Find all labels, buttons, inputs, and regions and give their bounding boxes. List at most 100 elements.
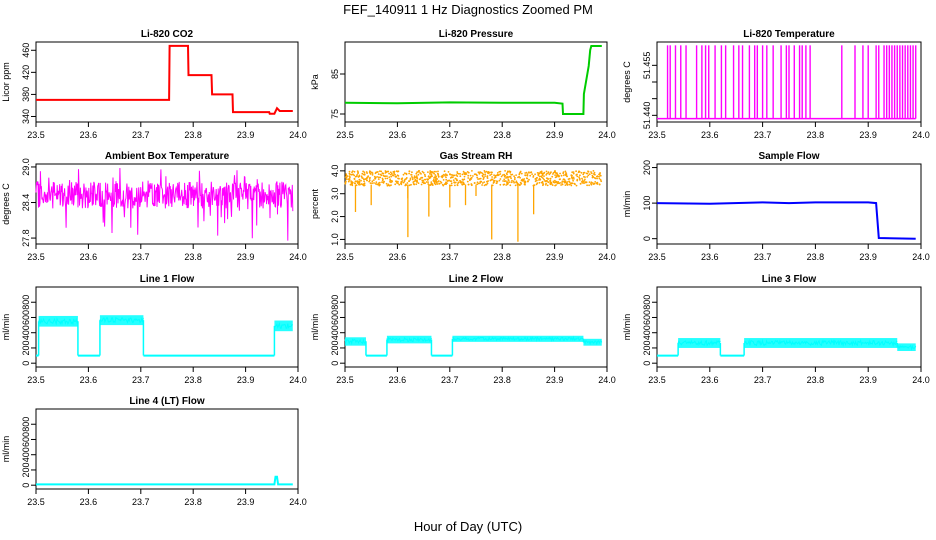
rh-point	[445, 178, 448, 181]
rh-point	[429, 173, 431, 175]
rh-point	[390, 181, 392, 184]
rh-point	[371, 180, 374, 183]
rh-point	[390, 175, 393, 178]
x-tick-label: 23.9	[546, 375, 564, 385]
panel-4: Gas Stream RH 23.5 23.6 23.7 23.8 23.9 24.0 1.0…	[310, 151, 616, 262]
panel-title: Line 4 (LT) Flow	[129, 396, 205, 407]
x-tick-label: 23.8	[184, 497, 202, 507]
x-tick-label: 23.7	[441, 130, 459, 140]
rh-point	[539, 171, 542, 174]
rh-point	[345, 180, 347, 183]
flow-band	[897, 343, 916, 351]
rh-point	[586, 176, 589, 178]
x-tick-label: 23.5	[336, 130, 354, 140]
panel-title: Li-820 Pressure	[439, 29, 514, 40]
rh-point	[483, 181, 486, 184]
rh-point	[463, 183, 466, 186]
rh-point	[369, 172, 372, 175]
rh-point	[562, 174, 565, 177]
rh-point	[437, 175, 440, 178]
rh-point	[427, 171, 429, 174]
rh-point	[549, 182, 552, 185]
flow-band	[678, 338, 721, 348]
x-tick-label: 23.8	[493, 375, 511, 385]
rh-point	[532, 175, 535, 177]
flow-band	[386, 335, 432, 344]
rh-point	[479, 171, 481, 173]
panel-7: Line 2 Flow 23.5 23.6 23.7 23.8 23.9 24.0 0 2004…	[310, 274, 616, 385]
rh-point	[598, 183, 601, 186]
rh-point	[508, 181, 511, 184]
rh-point	[586, 184, 588, 187]
rh-point	[386, 177, 389, 180]
x-tick-label: 23.5	[336, 375, 354, 385]
rh-point	[449, 173, 451, 176]
rh-point	[411, 178, 414, 181]
x-tick-label: 23.6	[389, 252, 407, 262]
rh-point	[489, 174, 491, 177]
rh-point	[354, 175, 357, 178]
figure-title: FEF_140911 1 Hz Diagnostics Zoomed PM	[343, 2, 593, 17]
rh-point	[587, 170, 589, 173]
rh-point	[561, 180, 564, 183]
rh-point	[528, 172, 530, 174]
rh-point	[413, 175, 416, 178]
rh-point	[345, 178, 348, 180]
rh-point	[571, 171, 574, 174]
rh-point	[585, 172, 588, 175]
rh-point	[538, 181, 541, 184]
panel-5: Sample Flow 23.5 23.6 23.7 23.8 23.9 24.0 0 100 2…	[622, 151, 930, 262]
rh-point	[436, 172, 439, 175]
rh-point	[479, 177, 482, 180]
rh-point	[443, 183, 446, 186]
rh-point	[545, 170, 548, 173]
rh-point	[559, 178, 561, 181]
rh-point	[490, 173, 493, 176]
rh-point	[506, 170, 509, 173]
rh-point	[580, 171, 583, 174]
rh-point	[499, 178, 502, 180]
y-tick-label: 2.0	[330, 210, 340, 223]
rh-point	[377, 173, 380, 176]
rh-point	[558, 182, 561, 185]
rh-point	[566, 183, 568, 186]
panel-1: Li-820 Pressure 23.5 23.6 23.7 23.8 23.9 24.0 7…	[310, 29, 616, 140]
rh-point	[353, 182, 356, 185]
y-tick-label: 200	[21, 340, 31, 355]
rh-point	[394, 173, 396, 176]
rh-point	[382, 172, 385, 175]
rh-point	[467, 174, 470, 177]
rh-point	[433, 180, 436, 183]
rh-point	[377, 182, 380, 185]
rh-point	[541, 173, 544, 176]
x-tick-label: 23.6	[701, 130, 719, 140]
rh-point	[507, 182, 509, 185]
x-tick-label: 23.8	[493, 130, 511, 140]
temperature-trace	[35, 167, 294, 241]
rh-point	[450, 180, 453, 183]
rh-point	[506, 176, 509, 179]
rh-point	[485, 170, 488, 173]
rh-point	[361, 172, 364, 175]
rh-point	[576, 178, 579, 181]
rh-point	[599, 172, 601, 175]
rh-point	[583, 180, 586, 182]
rh-point	[569, 181, 571, 184]
rh-point	[487, 171, 490, 173]
panel-3: Ambient Box Temperature 23.5 23.6 23.7 23.8 2…	[1, 151, 307, 262]
rh-point	[460, 181, 463, 184]
rh-point	[437, 180, 440, 182]
x-tick-label: 23.9	[546, 252, 564, 262]
rh-point	[401, 177, 404, 180]
x-tick-label: 23.9	[859, 252, 877, 262]
rh-point	[406, 182, 409, 184]
y-tick-label: 51.455	[642, 52, 652, 80]
rh-point	[457, 182, 459, 185]
rh-point	[489, 179, 492, 182]
rh-point	[538, 172, 541, 175]
x-tick-label: 23.9	[859, 130, 877, 140]
rh-point	[456, 179, 459, 182]
rh-point	[349, 176, 351, 179]
x-tick-label: 23.5	[648, 252, 666, 262]
x-tick-label: 23.9	[859, 375, 877, 385]
